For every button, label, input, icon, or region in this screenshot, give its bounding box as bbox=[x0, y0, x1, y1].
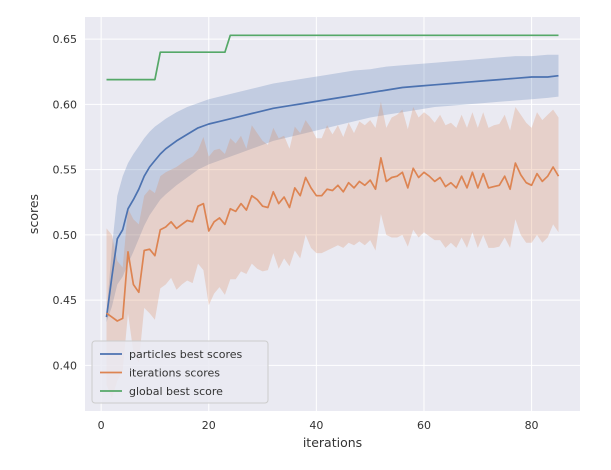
x-axis-label: iterations bbox=[303, 435, 362, 450]
y-tick-label: 0.40 bbox=[53, 359, 78, 372]
legend-label-global-best-score: global best score bbox=[129, 385, 223, 398]
legend: particles best scores iterations scores … bbox=[91, 340, 269, 404]
series-lines bbox=[105, 34, 560, 322]
y-tick-label: 0.60 bbox=[53, 98, 78, 111]
y-axis-label: scores bbox=[26, 194, 41, 234]
x-tick-label: 80 bbox=[525, 419, 539, 432]
y-tick-label: 0.55 bbox=[53, 164, 78, 177]
x-tick-labels: 0 20 40 60 80 bbox=[98, 419, 539, 432]
x-tick-label: 60 bbox=[417, 419, 431, 432]
iterations-scores-band bbox=[106, 101, 559, 399]
legend-box bbox=[91, 340, 269, 404]
x-tick-label: 40 bbox=[309, 419, 323, 432]
legend-label-iterations-scores: iterations scores bbox=[129, 367, 220, 380]
x-tick-label: 20 bbox=[202, 419, 216, 432]
y-tick-label: 0.50 bbox=[53, 229, 78, 242]
y-tick-labels: 0.40 0.45 0.50 0.55 0.60 0.65 bbox=[53, 33, 78, 372]
y-tick-label: 0.65 bbox=[53, 33, 78, 46]
y-tick-label: 0.45 bbox=[53, 294, 78, 307]
x-tick-label: 0 bbox=[98, 419, 105, 432]
iterations-scores-line bbox=[106, 157, 560, 322]
particles-best-scores-line bbox=[105, 74, 559, 318]
legend-label-particles-best-scores: particles best scores bbox=[129, 348, 243, 361]
global-best-score-line bbox=[106, 34, 559, 81]
